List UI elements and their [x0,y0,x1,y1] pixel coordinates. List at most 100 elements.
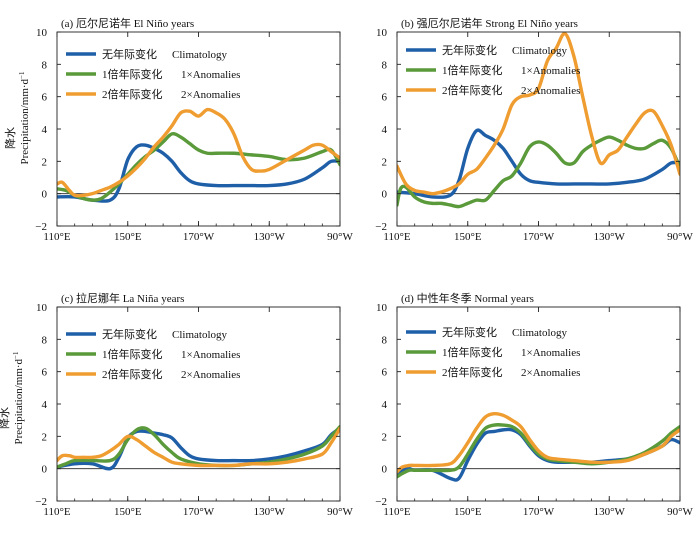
series-lines [397,411,680,482]
y-axis-label-unit-sup: −1 [12,351,20,359]
series-line-climatology [57,426,340,471]
series-line-climatology [57,143,340,203]
legend-label-cn: 无年际变化 [102,327,157,341]
legend-label-cn: 1倍年际变化 [102,347,163,361]
y-tick-label: −2 [35,496,47,508]
panel-title: (a) 厄尔尼诺年 El Niño years [61,16,194,30]
legend-label-cn: 2倍年际变化 [442,83,503,97]
y-tick-label: 8 [42,334,48,346]
legend: 无年际变化 Climatology 1倍年际变化 1×Anomalies 2倍年际变化 2… [66,327,240,381]
x-tick-label: 130°W [594,506,626,518]
y-tick-label: 6 [42,367,48,379]
svg-text:Precipitation/mm·d−1: Precipitation/mm·d−1 [12,351,25,444]
legend: 无年际变化 Climatology 1倍年际变化 1×Anomalies 2倍年际变化 2… [66,47,240,101]
x-tick-label: 170°W [183,231,215,243]
y-tick-label: 10 [376,27,388,39]
series-line-anom1 [57,131,340,202]
legend: 无年际变化 Climatology 1倍年际变化 1×Anomalies 2倍年际变化 2… [406,325,580,379]
panel-a: −2 0 2 4 6 8 10 110°E 150°E 170°W 130°W 90°W (a) 厄尔尼… [35,16,353,243]
x-tick-label: 130°W [594,231,626,243]
legend-label-cn: 无年际变化 [102,47,157,61]
series-line-anom1 [397,135,680,209]
legend-label-en: 1×Anomalies [521,347,580,359]
y-tick-label: 2 [42,431,48,443]
y-tick-label: 0 [382,464,388,476]
x-tick-label: 150°E [454,231,482,243]
x-tick-label: 130°W [254,231,286,243]
y-tick-label: 2 [382,431,388,443]
y-axis-label-top: 降水 Precipitation/mm·d−1 [3,71,31,164]
legend-label-en: Climatology [172,49,228,61]
series-lines [57,107,340,203]
x-tick-label: 150°E [454,506,482,518]
y-tick-label: 6 [382,367,388,379]
series-line-anom1 [57,424,340,469]
y-tick-label: 2 [42,156,48,168]
x-tick-label: 110°E [383,506,410,518]
legend-label-en: 1×Anomalies [181,349,240,361]
x-tick-label: 170°W [523,506,555,518]
panel-b: −2 0 2 4 6 8 10 110°E 150°E 170°W 130°W 90°W (b) 强厄尔… [375,16,693,243]
legend: 无年际变化 Climatology 1倍年际变化 1×Anomalies 2倍年际变化 2… [406,43,580,97]
y-tick-label: −2 [35,221,47,233]
y-tick-label: 4 [382,124,388,136]
series-line-anom2 [57,107,340,198]
series-lines [57,424,340,471]
x-tick-label: 110°E [43,231,70,243]
y-axis-label-cn: 降水 [3,127,17,149]
y-tick-label: 4 [42,399,48,411]
x-tick-label: 110°E [383,231,410,243]
y-tick-label: 0 [382,189,388,201]
x-tick-label: 90°W [327,231,353,243]
panels-group: −2 0 2 4 6 8 10 110°E 150°E 170°W 130°W 90°W (a) 厄尔尼… [35,16,693,518]
series-line-anom2 [397,32,680,196]
legend-label-en: 2×Anomalies [521,367,580,379]
panel-c: −2 0 2 4 6 8 10 110°E 150°E 170°W 130°W 90°W (c) 拉尼娜… [35,291,353,518]
y-axis-label-bottom: 降水 Precipitation/mm·d−1 [0,351,25,444]
legend-label-en: Climatology [512,327,568,339]
y-tick-label: 0 [42,189,48,201]
y-axis-label-en: Precipitation/mm·d [19,78,31,164]
x-tick-label: 90°W [667,506,693,518]
legend-label-cn: 2倍年际变化 [102,367,163,381]
y-tick-label: 4 [42,124,48,136]
panel-title: (d) 中性年冬季 Normal years [401,291,534,305]
y-tick-label: 8 [42,59,48,71]
x-tick-label: 150°E [114,231,142,243]
x-tick-label: 90°W [327,506,353,518]
y-tick-label: 4 [382,399,388,411]
series-line-anom2 [57,426,340,468]
legend-label-en: Climatology [512,45,568,57]
y-tick-label: 2 [382,156,388,168]
plot-frame [56,31,341,227]
y-tick-label: 10 [36,27,48,39]
y-tick-label: −2 [375,496,387,508]
legend-label-cn: 无年际变化 [442,43,497,57]
legend-label-en: Climatology [172,329,228,341]
y-axis-label-unit-sup: −1 [18,71,26,79]
y-tick-label: 8 [382,59,388,71]
series-line-climatology [397,128,680,199]
legend-label-cn: 2倍年际变化 [442,365,503,379]
legend-label-cn: 1倍年际变化 [102,67,163,81]
y-tick-label: 6 [382,92,388,104]
x-tick-label: 170°W [523,231,555,243]
y-axis-label-en: Precipitation/mm·d [13,358,25,444]
y-axis-label-cn: 降水 [0,407,11,429]
legend-label-en: 2×Anomalies [181,369,240,381]
panel-d: −2 0 2 4 6 8 10 110°E 150°E 170°W 130°W 90°W (d) 中性年… [375,291,693,518]
x-tick-label: 130°W [254,506,286,518]
svg-text:Precipitation/mm·d−1: Precipitation/mm·d−1 [18,71,31,164]
legend-label-cn: 无年际变化 [442,325,497,339]
x-tick-label: 150°E [114,506,142,518]
x-tick-label: 110°E [43,506,70,518]
panel-title: (c) 拉尼娜年 La Niña years [61,291,184,305]
x-tick-label: 90°W [667,231,693,243]
legend-label-cn: 1倍年际变化 [442,345,503,359]
legend-label-cn: 2倍年际变化 [102,87,163,101]
y-tick-label: 10 [376,302,388,314]
legend-label-en: 2×Anomalies [521,85,580,97]
legend-label-en: 1×Anomalies [181,69,240,81]
legend-label-cn: 1倍年际变化 [442,63,503,77]
